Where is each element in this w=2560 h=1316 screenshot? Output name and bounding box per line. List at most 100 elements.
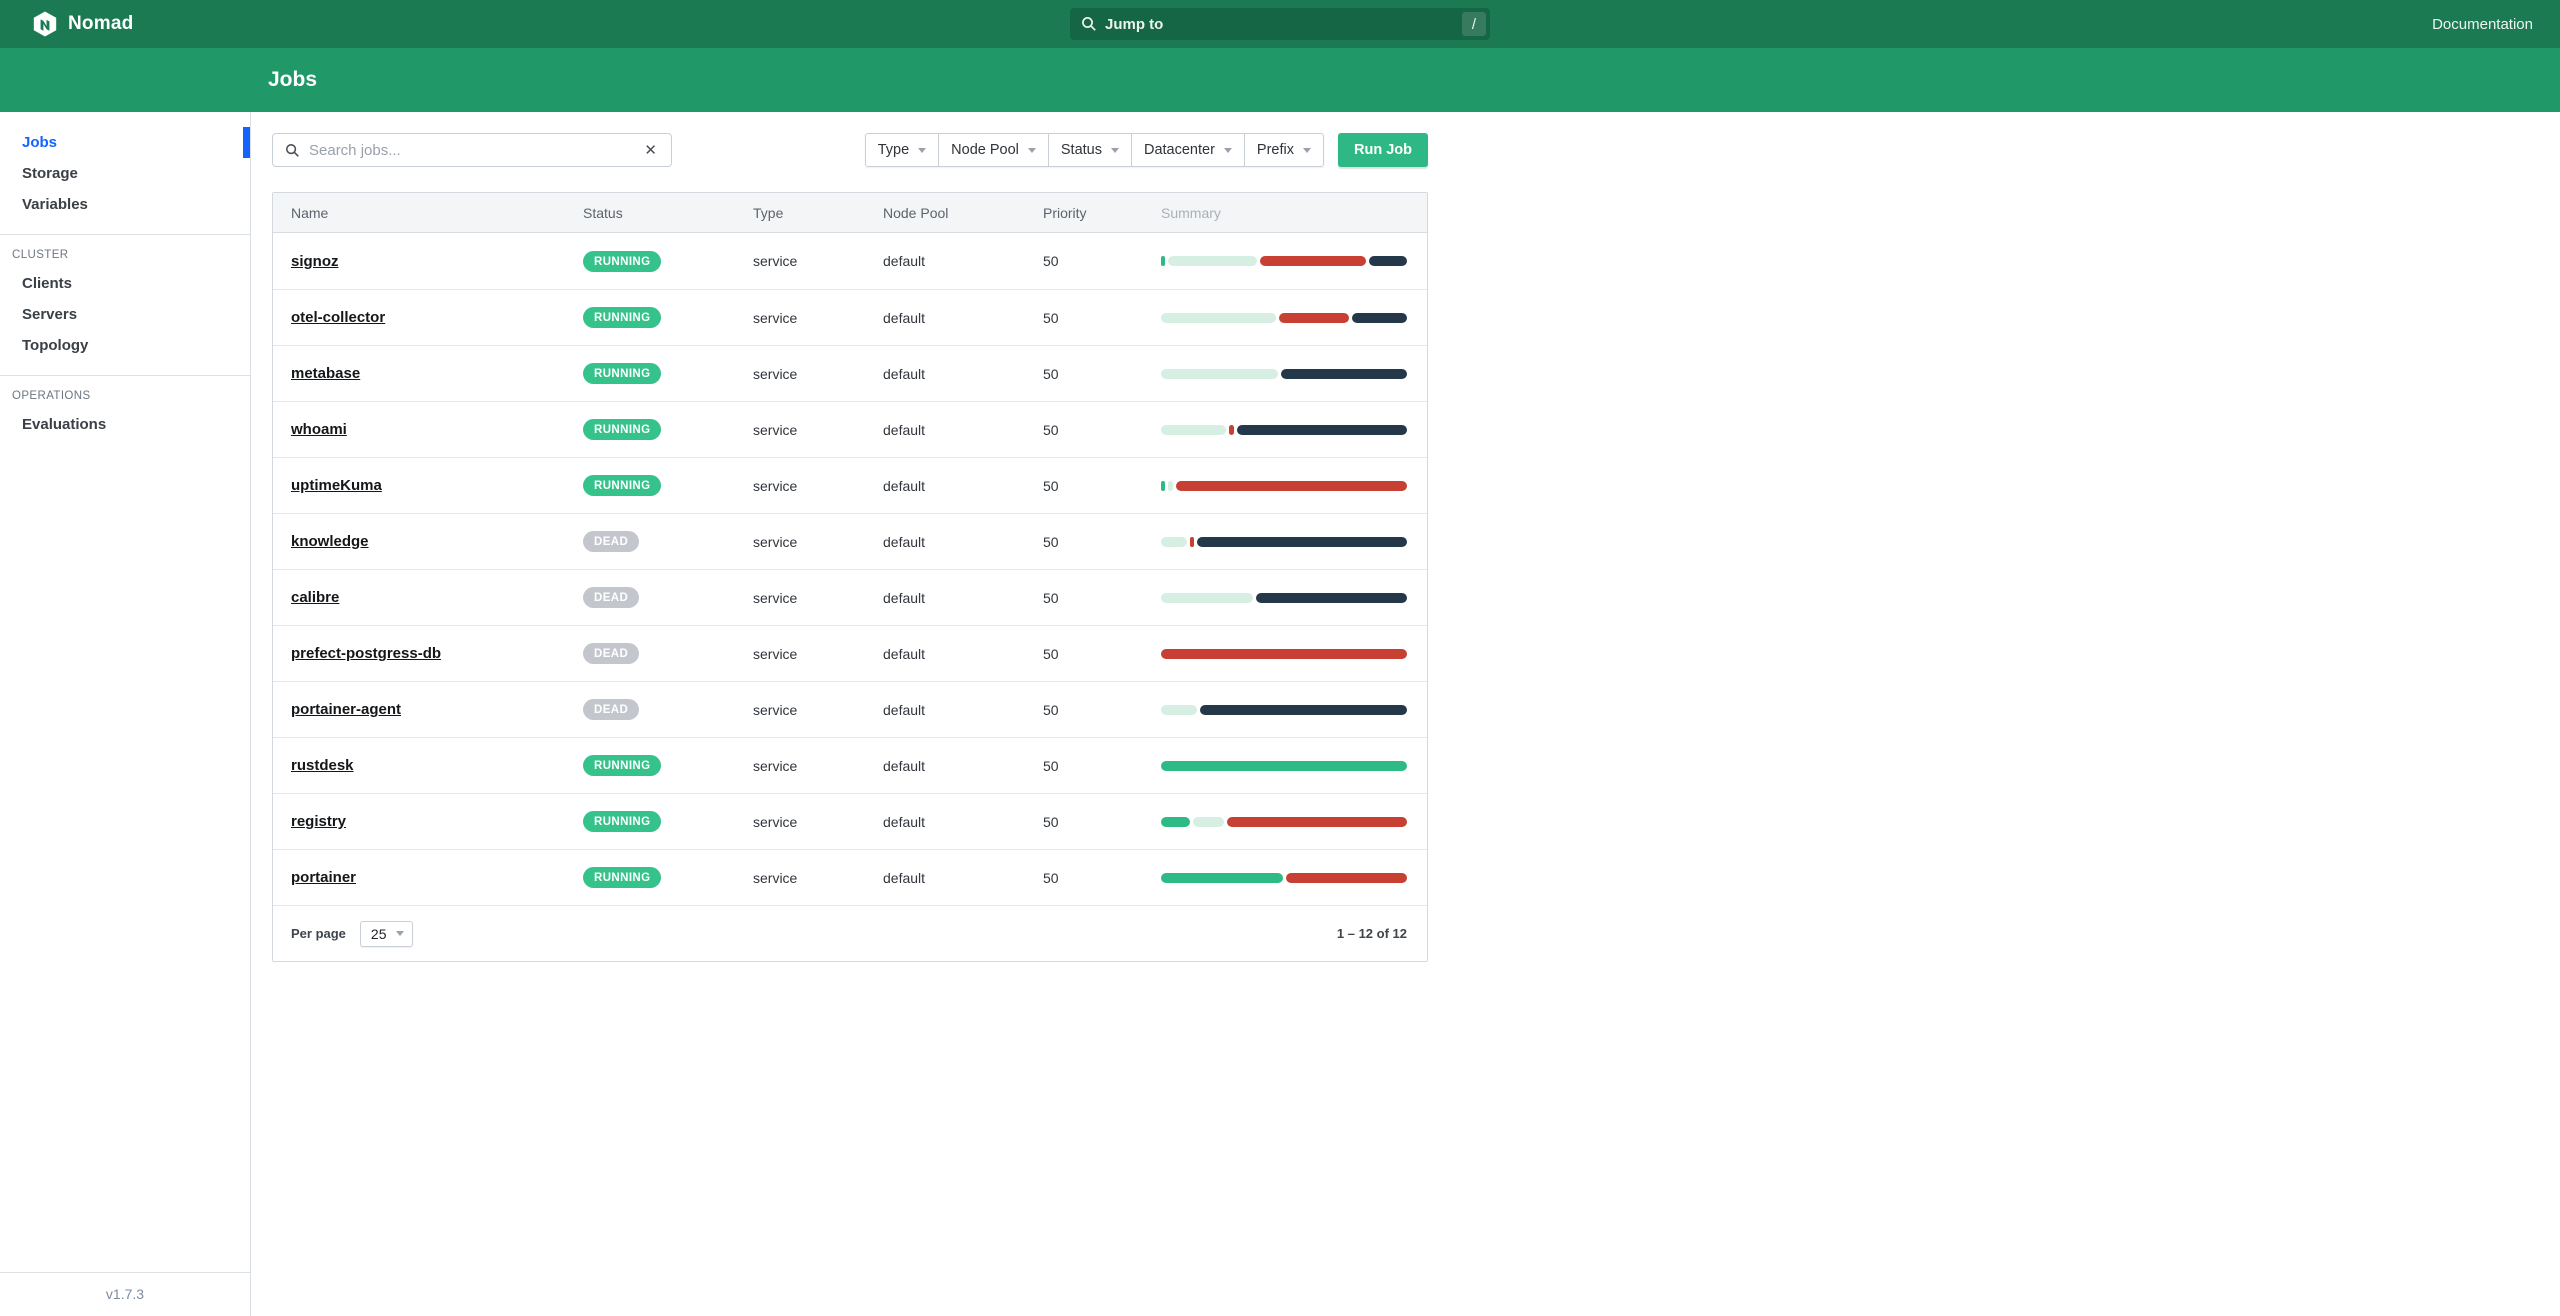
table-row[interactable]: calibre DEAD service default 50 <box>273 569 1427 625</box>
status-badge: DEAD <box>583 587 640 608</box>
sidebar-item-label: Storage <box>22 165 78 182</box>
job-node-pool: default <box>865 345 1025 401</box>
job-name-link[interactable]: uptimeKuma <box>291 477 382 494</box>
chevron-down-icon <box>395 931 404 936</box>
status-badge: RUNNING <box>583 419 662 440</box>
sidebar-item-storage[interactable]: Storage <box>0 158 250 189</box>
column-header-summary: Summary <box>1158 193 1427 233</box>
filter-button-node-pool[interactable]: Node Pool <box>939 133 1049 167</box>
job-type: service <box>735 737 865 793</box>
table-row[interactable]: signoz RUNNING service default 50 <box>273 233 1427 289</box>
sidebar: Jobs Storage Variables CLUSTER Clients Server… <box>0 112 251 1316</box>
column-header-name[interactable]: Name <box>273 193 565 233</box>
filter-button-datacenter[interactable]: Datacenter <box>1131 133 1245 167</box>
sidebar-item-jobs[interactable]: Jobs <box>0 127 250 158</box>
job-node-pool: default <box>865 569 1025 625</box>
job-name-link[interactable]: prefect-postgress-db <box>291 645 442 662</box>
job-node-pool: default <box>865 681 1025 737</box>
job-node-pool: default <box>865 625 1025 681</box>
summary-bar <box>1161 816 1407 827</box>
search-icon <box>1082 17 1096 31</box>
summary-segment-running <box>1161 256 1165 266</box>
table-row[interactable]: metabase RUNNING service default 50 <box>273 345 1427 401</box>
job-name-link[interactable]: portainer-agent <box>291 701 402 718</box>
run-job-button[interactable]: Run Job <box>1338 133 1428 167</box>
jump-to-placeholder: Jump to <box>1105 15 1164 33</box>
search-input[interactable] <box>309 141 634 159</box>
summary-segment-failed <box>1279 312 1349 323</box>
top-nav: Nomad Jump to / Documentation <box>0 0 2560 48</box>
summary-segment-starting <box>1161 536 1188 547</box>
column-header-type[interactable]: Type <box>735 193 865 233</box>
status-badge: RUNNING <box>583 755 662 776</box>
sidebar-item-servers[interactable]: Servers <box>0 299 250 330</box>
job-node-pool: default <box>865 401 1025 457</box>
job-priority: 50 <box>1025 289 1158 345</box>
job-name-link[interactable]: whoami <box>291 421 347 438</box>
table-row[interactable]: knowledge DEAD service default 50 <box>273 513 1427 569</box>
summary-segment-failed <box>1285 872 1407 883</box>
summary-segment-starting <box>1161 368 1278 379</box>
logo-n-glyph <box>40 19 50 31</box>
table-row[interactable]: uptimeKuma RUNNING service default 50 <box>273 457 1427 513</box>
filter-button-type[interactable]: Type <box>864 133 940 167</box>
search-box: ✕ <box>272 133 672 167</box>
column-header-priority[interactable]: Priority <box>1025 193 1158 233</box>
documentation-link[interactable]: Documentation <box>2432 15 2533 33</box>
table-row[interactable]: portainer RUNNING service default 50 <box>273 849 1427 905</box>
status-badge: RUNNING <box>583 811 662 832</box>
per-page-label: Per page <box>291 926 346 941</box>
summary-segment-starting <box>1168 480 1173 491</box>
filter-label: Datacenter <box>1143 142 1215 158</box>
column-header-status[interactable]: Status <box>565 193 735 233</box>
table-header-row: Name Status Type Node Pool Priority Summary <box>273 193 1427 233</box>
sidebar-item-variables[interactable]: Variables <box>0 189 250 220</box>
filter-button-prefix[interactable]: Prefix <box>1244 133 1324 167</box>
summary-segment-complete <box>1369 256 1407 266</box>
sidebar-item-label: Topology <box>22 337 89 354</box>
chevron-down-icon <box>1027 147 1036 153</box>
job-name-link[interactable]: otel-collector <box>291 309 386 326</box>
table-row[interactable]: prefect-postgress-db DEAD service default 50 <box>273 625 1427 681</box>
job-type: service <box>735 513 865 569</box>
jobs-table: Name Status Type Node Pool Priority Summary s… <box>272 192 1428 962</box>
filter-button-status[interactable]: Status <box>1048 133 1132 167</box>
table-row[interactable]: registry RUNNING service default 50 <box>273 793 1427 849</box>
sidebar-item-evaluations[interactable]: Evaluations <box>0 409 250 440</box>
table-row[interactable]: whoami RUNNING service default 50 <box>273 401 1427 457</box>
job-name-link[interactable]: knowledge <box>291 533 369 550</box>
job-priority: 50 <box>1025 401 1158 457</box>
job-type: service <box>735 345 865 401</box>
job-name-link[interactable]: calibre <box>291 589 340 606</box>
table-row[interactable]: otel-collector RUNNING service default 50 <box>273 289 1427 345</box>
table-row[interactable]: portainer-agent DEAD service default 50 <box>273 681 1427 737</box>
table-row[interactable]: rustdesk RUNNING service default 50 <box>273 737 1427 793</box>
status-badge: DEAD <box>583 699 640 720</box>
status-badge: RUNNING <box>583 250 662 272</box>
job-type: service <box>735 625 865 681</box>
job-name-link[interactable]: metabase <box>291 365 361 382</box>
jump-to-search[interactable]: Jump to / <box>1070 8 1490 40</box>
job-name-link[interactable]: signoz <box>291 252 339 270</box>
column-header-node-pool[interactable]: Node Pool <box>865 193 1025 233</box>
slash-shortcut-badge: / <box>1462 12 1486 36</box>
per-page-select[interactable]: 25 <box>359 920 413 947</box>
sidebar-item-topology[interactable]: Topology <box>0 330 250 361</box>
sidebar-item-clients[interactable]: Clients <box>0 268 250 299</box>
summary-segment-starting <box>1192 816 1224 827</box>
summary-segment-failed <box>1228 424 1234 435</box>
page-title: Jobs <box>268 68 318 91</box>
nomad-home-link[interactable]: Nomad <box>32 11 133 37</box>
job-name-link[interactable]: rustdesk <box>291 757 354 774</box>
summary-segment-failed <box>1175 480 1407 491</box>
job-type: service <box>735 793 865 849</box>
job-type: service <box>735 681 865 737</box>
nomad-logo-icon <box>33 11 57 37</box>
pagination-row: Per page 25 1 – 12 of 12 <box>273 905 1427 961</box>
sidebar-item-label: Jobs <box>22 134 58 151</box>
job-name-link[interactable]: portainer <box>291 869 357 886</box>
job-name-link[interactable]: registry <box>291 813 347 830</box>
clear-search-button[interactable]: ✕ <box>644 141 657 159</box>
summary-segment-failed <box>1260 256 1367 266</box>
